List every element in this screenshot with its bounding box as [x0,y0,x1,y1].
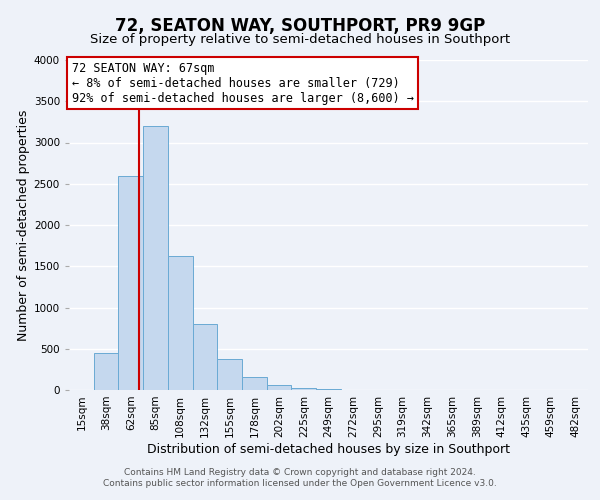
Text: Contains HM Land Registry data © Crown copyright and database right 2024.
Contai: Contains HM Land Registry data © Crown c… [103,468,497,487]
Bar [217,358,242,390]
Bar [94,353,118,390]
Bar [267,385,292,390]
Text: 72 SEATON WAY: 67sqm
← 8% of semi-detached houses are smaller (729)
92% of semi-: 72 SEATON WAY: 67sqm ← 8% of semi-detach… [71,62,413,104]
Bar [168,256,193,390]
Bar [118,176,143,390]
X-axis label: Distribution of semi-detached houses by size in Southport: Distribution of semi-detached houses by … [147,442,510,456]
Bar [316,389,341,390]
Bar [292,388,316,390]
Bar [193,324,217,390]
Y-axis label: Number of semi-detached properties: Number of semi-detached properties [17,110,29,340]
Bar [242,377,267,390]
Text: Size of property relative to semi-detached houses in Southport: Size of property relative to semi-detach… [90,32,510,46]
Bar [143,126,168,390]
Text: 72, SEATON WAY, SOUTHPORT, PR9 9GP: 72, SEATON WAY, SOUTHPORT, PR9 9GP [115,18,485,36]
